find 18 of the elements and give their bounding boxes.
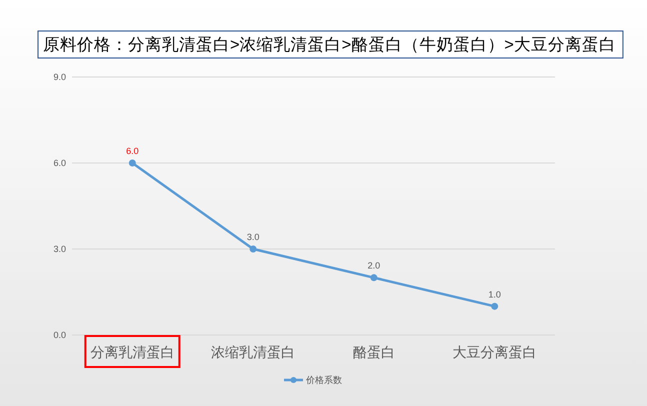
point [370, 274, 378, 282]
x-tick-label: 酪蛋白 [352, 344, 395, 360]
data-label: 2.0 [368, 260, 380, 271]
data-label: 1.0 [488, 289, 501, 300]
y-tick-label: 6.0 [53, 158, 66, 168]
y-tick-label: 0.0 [53, 330, 66, 340]
y-tick-label: 9.0 [53, 72, 66, 82]
x-tick-label: 浓缩乳清蛋白 [211, 344, 296, 360]
data-label: 6.0 [126, 146, 139, 156]
data-label: 3.0 [246, 232, 260, 242]
point [128, 160, 136, 166]
chart-title: 原料价格：分离乳清蛋白>浓缩乳清蛋白>酪蛋白（牛奶蛋白）>大豆分离蛋白 [43, 35, 616, 54]
y-tick-label: 3.0 [53, 244, 66, 254]
point [491, 302, 498, 310]
x-tick-label: 分离乳清蛋白 [90, 344, 174, 360]
point [250, 246, 257, 252]
x-tick-label: 大豆分离蛋白 [452, 344, 537, 360]
legend-label: 价格系数 [305, 375, 342, 385]
